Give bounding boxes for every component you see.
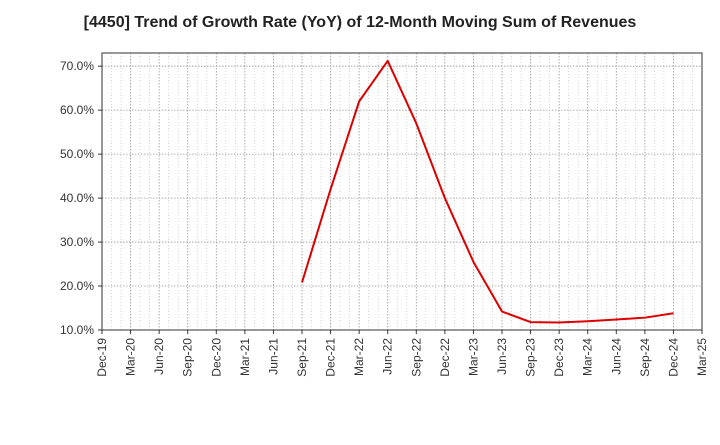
- chart-title: [4450] Trend of Growth Rate (YoY) of 12-…: [83, 14, 637, 31]
- x-tick-label: Jun-23: [495, 338, 509, 375]
- y-tick-label: 20.0%: [60, 279, 94, 293]
- y-axis: 10.0% 20.0% 30.0% 40.0% 50.0% 60.0% 70.0%: [60, 59, 102, 337]
- x-tick-label: Dec-24: [666, 338, 680, 377]
- x-tick-label: Mar-24: [581, 338, 595, 376]
- x-tick-label: Sep-21: [295, 338, 309, 377]
- x-tick-label: Dec-21: [324, 338, 338, 377]
- x-axis: Dec-19 Mar-20 Jun-20 Sep-20 Dec-20 Mar-21 Jun-…: [95, 330, 709, 377]
- x-tick-label: Jun-20: [152, 338, 166, 375]
- series-layer: [301, 59, 674, 324]
- y-tick-label: 60.0%: [60, 103, 94, 117]
- plot-area: [101, 52, 703, 331]
- x-tick-label: Sep-22: [409, 338, 423, 377]
- y-tick-label: 30.0%: [60, 235, 94, 249]
- x-tick-label: Mar-20: [124, 338, 138, 376]
- x-tick-label: Dec-23: [552, 338, 566, 377]
- y-tick-label: 70.0%: [60, 59, 94, 73]
- x-tick-label: Jun-24: [609, 338, 623, 375]
- x-tick-label: Mar-25: [695, 338, 709, 376]
- y-tick-label: 50.0%: [60, 147, 94, 161]
- x-tick-label: Jun-21: [266, 338, 280, 375]
- x-tick-label: Dec-22: [438, 338, 452, 377]
- x-tick-label: Mar-21: [238, 338, 252, 376]
- grid-lines: [102, 53, 702, 331]
- x-tick-label: Sep-24: [638, 338, 652, 377]
- y-tick-label: 40.0%: [60, 191, 94, 205]
- x-tick-label: Sep-23: [524, 338, 538, 377]
- x-tick-label: Sep-20: [181, 338, 195, 377]
- y-tick-label: 10.0%: [60, 323, 94, 337]
- x-tick-label: Mar-22: [352, 338, 366, 376]
- series-line: [301, 59, 674, 324]
- x-tick-label: Mar-23: [466, 338, 480, 376]
- x-tick-label: Dec-20: [209, 338, 223, 377]
- x-tick-label: Dec-19: [95, 338, 109, 377]
- x-tick-label: Jun-22: [381, 338, 395, 375]
